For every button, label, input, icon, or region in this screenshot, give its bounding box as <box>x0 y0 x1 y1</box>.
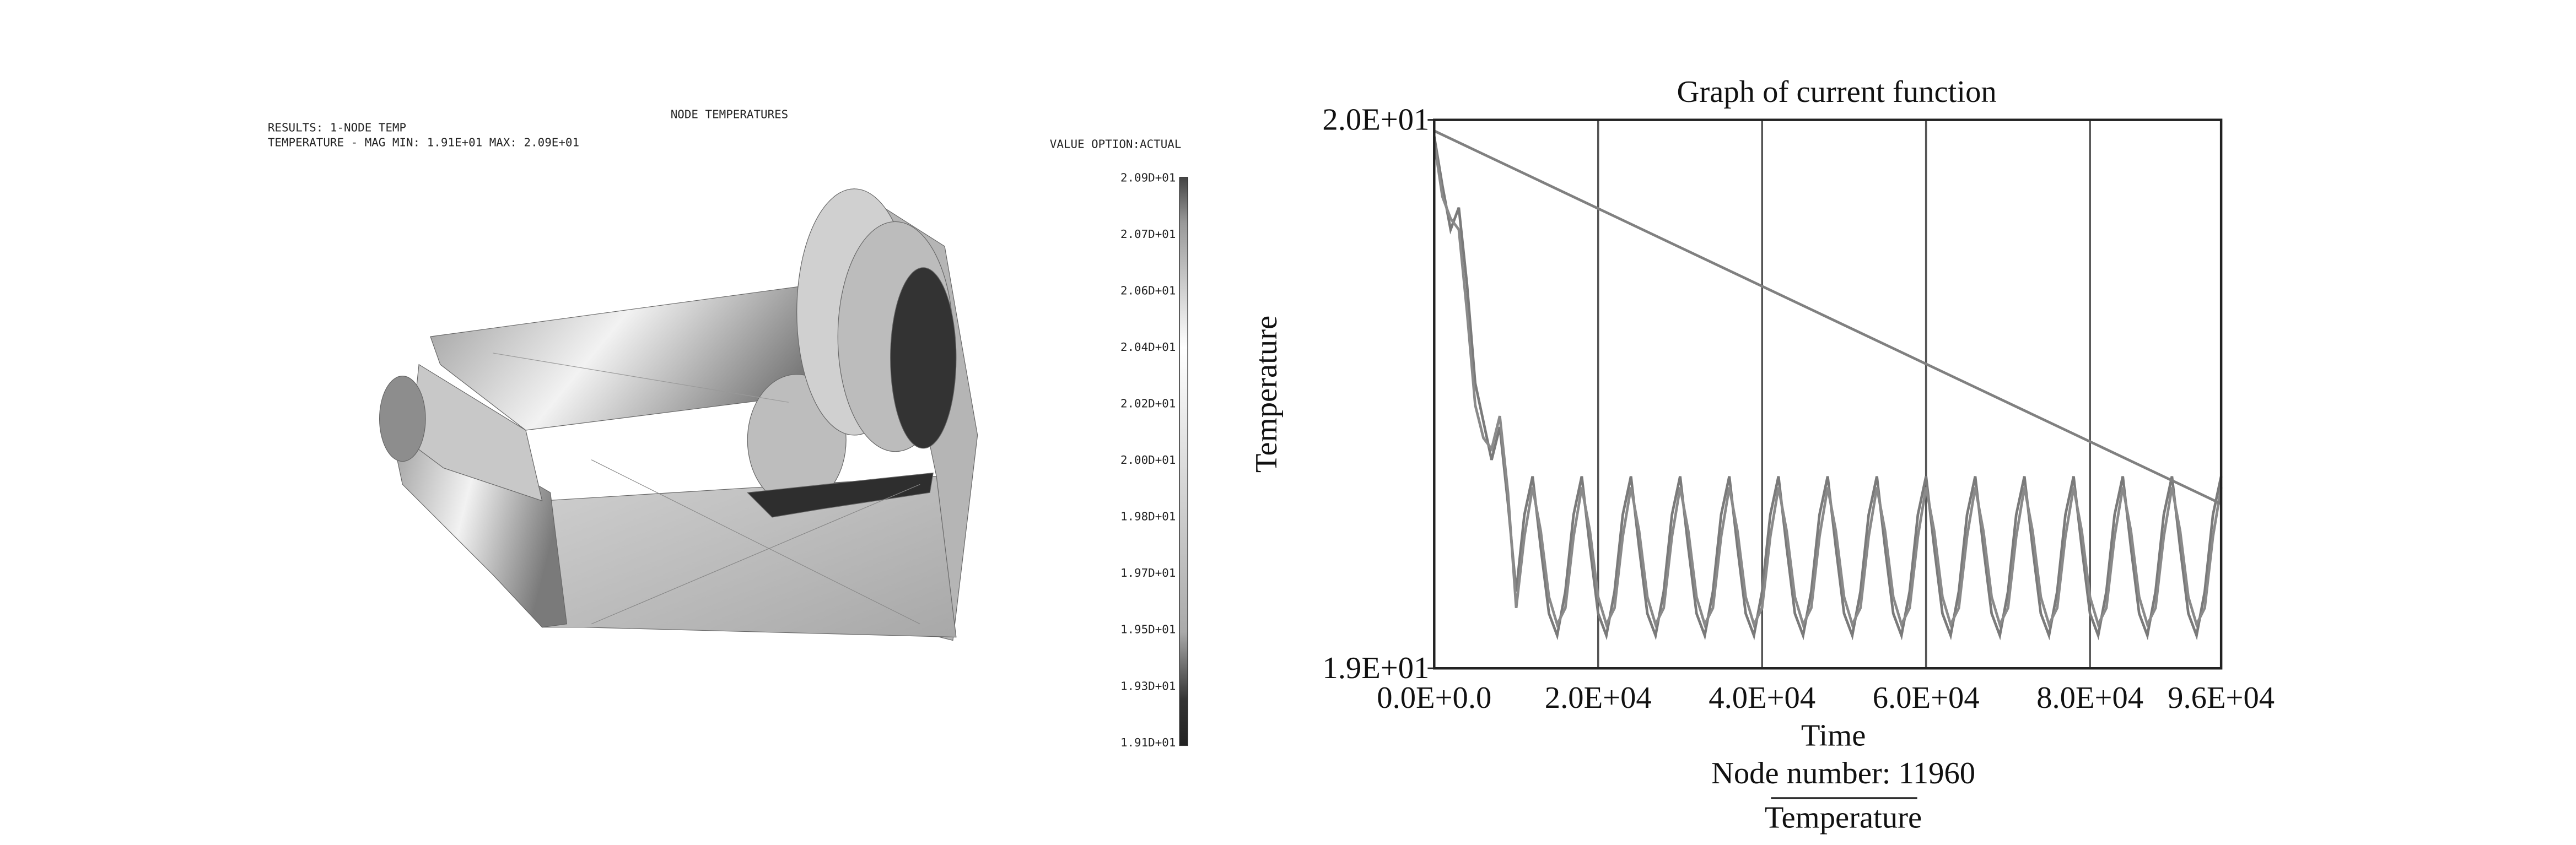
y-tick-label: 2.0E+01 <box>1322 103 1429 137</box>
colorbar-label: 2.09D+01 <box>1120 171 1176 184</box>
colorbar-label: 2.00D+01 <box>1120 453 1176 467</box>
x-tick-label: 6.0E+04 <box>1873 681 1980 715</box>
fem-results: RESULTS: 1-NODE TEMP <box>268 121 406 134</box>
fem-title: NODE TEMPERATURES <box>671 108 789 121</box>
x-tick-label: 0.0E+0.0 <box>1377 681 1491 715</box>
fem-range: TEMPERATURE - MAG MIN: 1.91E+01 MAX: 2.0… <box>268 136 579 149</box>
fem-model <box>379 188 978 641</box>
colorbar-labels: 2.09D+01 2.07D+01 2.06D+01 2.04D+01 2.02D+01… <box>1120 171 1176 749</box>
y-tick-label: 1.9E+01 <box>1322 651 1429 685</box>
x-tick-label: 2.0E+04 <box>1545 681 1652 715</box>
data-line <box>1432 142 2223 629</box>
x-tick-label: 8.0E+04 <box>2036 681 2143 715</box>
colorbar-label: 2.04D+01 <box>1120 340 1176 354</box>
legend-label: Temperature <box>1765 800 1922 835</box>
data-line <box>1432 136 2223 641</box>
colorbar-label: 1.95D+01 <box>1120 623 1176 636</box>
colorbar-label: 2.07D+01 <box>1120 228 1176 241</box>
x-tick-label: 4.0E+04 <box>1709 681 1815 715</box>
colorbar <box>1179 177 1188 746</box>
x-axis-label: Time <box>1801 718 1866 752</box>
y-axis-label: Temperature <box>1249 316 1284 473</box>
plot-frame <box>1433 118 2223 670</box>
colorbar-label: 1.91D+01 <box>1120 736 1176 749</box>
colorbar-label: 1.93D+01 <box>1120 679 1176 692</box>
colorbar-label: 1.97D+01 <box>1120 566 1176 579</box>
colorbar-label: 1.98D+01 <box>1120 510 1176 523</box>
colorbar-label: 2.06D+01 <box>1120 284 1176 297</box>
footer: Node number: 11960 <box>1711 756 1975 790</box>
chart-title: Graph of current function <box>1677 75 1997 109</box>
plot: 0.0E+0.0 2.0E+04 4.0E+04 6.0E+04 8.0E+04 9.6E… <box>1322 103 2275 835</box>
x-tick-label: 9.6E+04 <box>2168 681 2275 715</box>
colorbar-label: 2.02D+01 <box>1120 397 1176 410</box>
fem-value-option: VALUE OPTION:ACTUAL <box>1050 137 1182 150</box>
data-line <box>1433 129 2222 505</box>
